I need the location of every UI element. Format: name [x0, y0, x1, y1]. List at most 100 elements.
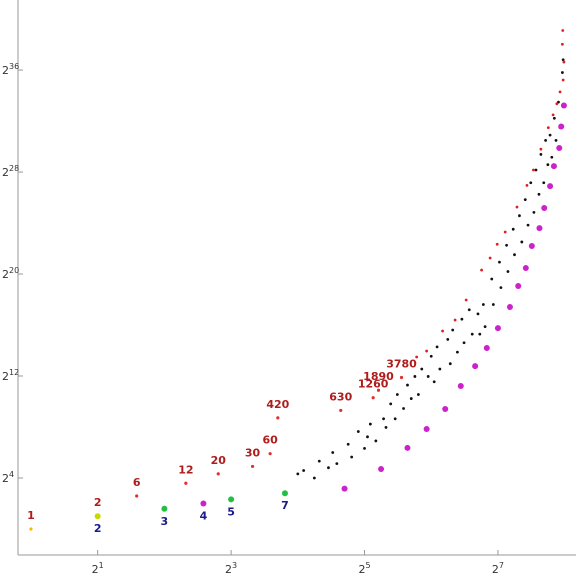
point: [457, 382, 464, 389]
point: [376, 388, 381, 392]
point: [389, 402, 393, 406]
tick-label: 23: [225, 561, 237, 575]
point: [423, 426, 430, 433]
point: [526, 223, 530, 227]
point: [346, 442, 350, 446]
tick-exponent: 7: [499, 561, 504, 570]
point-label: 30: [245, 446, 261, 459]
point: [327, 466, 330, 470]
point: [560, 42, 564, 46]
point: [555, 102, 559, 106]
point: [402, 407, 405, 410]
point-label: 2: [94, 522, 102, 535]
point: [562, 60, 566, 64]
point: [546, 126, 550, 130]
point: [547, 183, 554, 190]
point: [382, 417, 385, 421]
point: [228, 496, 235, 503]
point: [503, 230, 507, 234]
point: [560, 102, 567, 109]
point: [312, 476, 316, 480]
point: [446, 337, 450, 341]
point-label: 630: [329, 390, 352, 403]
point: [94, 513, 101, 520]
tick-base: 2: [358, 563, 365, 575]
point: [548, 133, 552, 137]
point: [281, 490, 288, 497]
point: [539, 147, 543, 151]
point-label: 1260: [358, 378, 389, 391]
point: [561, 78, 565, 82]
point: [451, 328, 455, 332]
tick-base: 2: [92, 563, 99, 575]
point: [426, 375, 430, 378]
tick-base: 2: [2, 166, 9, 179]
point: [429, 354, 433, 358]
point-label: 1: [27, 509, 35, 522]
point-label: 6: [133, 476, 141, 489]
point: [464, 298, 468, 302]
point: [29, 527, 33, 531]
point: [525, 183, 529, 187]
point-label: 12: [178, 463, 193, 476]
point: [561, 29, 565, 32]
point: [467, 308, 471, 312]
point: [432, 380, 436, 384]
point: [420, 367, 424, 371]
point: [453, 318, 457, 322]
tick-label: 21: [92, 561, 104, 575]
tick-base: 2: [2, 472, 9, 485]
point: [472, 363, 479, 370]
point: [550, 163, 557, 170]
point: [416, 393, 420, 396]
point-label: 420: [266, 398, 289, 411]
point: [161, 505, 168, 512]
point: [425, 349, 429, 353]
point: [506, 270, 510, 273]
point: [506, 304, 513, 311]
point: [356, 430, 360, 433]
tick-exponent: 1: [99, 561, 104, 570]
point: [550, 155, 554, 159]
point: [184, 481, 188, 485]
point: [371, 396, 375, 400]
tick-label: 27: [492, 561, 504, 575]
point: [554, 138, 558, 142]
point: [378, 466, 385, 473]
tick-exponent: 3: [232, 561, 237, 570]
tick-base: 2: [225, 563, 232, 575]
point: [532, 168, 535, 172]
tick-label: 220: [2, 266, 19, 281]
point: [544, 138, 548, 142]
point: [561, 58, 565, 62]
tick-base: 2: [492, 563, 499, 575]
point-label: 1890: [363, 370, 394, 383]
point: [216, 472, 220, 476]
tick-exponent: 4: [9, 470, 14, 479]
point: [413, 375, 417, 378]
point-label: 4: [200, 509, 208, 522]
point: [200, 500, 207, 507]
point: [460, 317, 464, 321]
tick-exponent: 5: [365, 561, 370, 570]
point: [268, 452, 272, 456]
point: [483, 344, 490, 351]
point: [551, 113, 555, 117]
point: [488, 256, 492, 260]
tick-base: 2: [2, 370, 9, 383]
point: [331, 451, 335, 454]
point: [532, 210, 536, 214]
point: [511, 227, 515, 231]
point: [491, 303, 495, 306]
point: [478, 332, 482, 336]
point: [520, 240, 524, 244]
tick-label: 236: [2, 62, 19, 77]
point: [480, 268, 483, 272]
point: [558, 123, 565, 130]
point: [335, 462, 339, 465]
tick-label: 25: [358, 561, 370, 575]
tick-label: 212: [2, 368, 19, 383]
point: [250, 464, 255, 469]
